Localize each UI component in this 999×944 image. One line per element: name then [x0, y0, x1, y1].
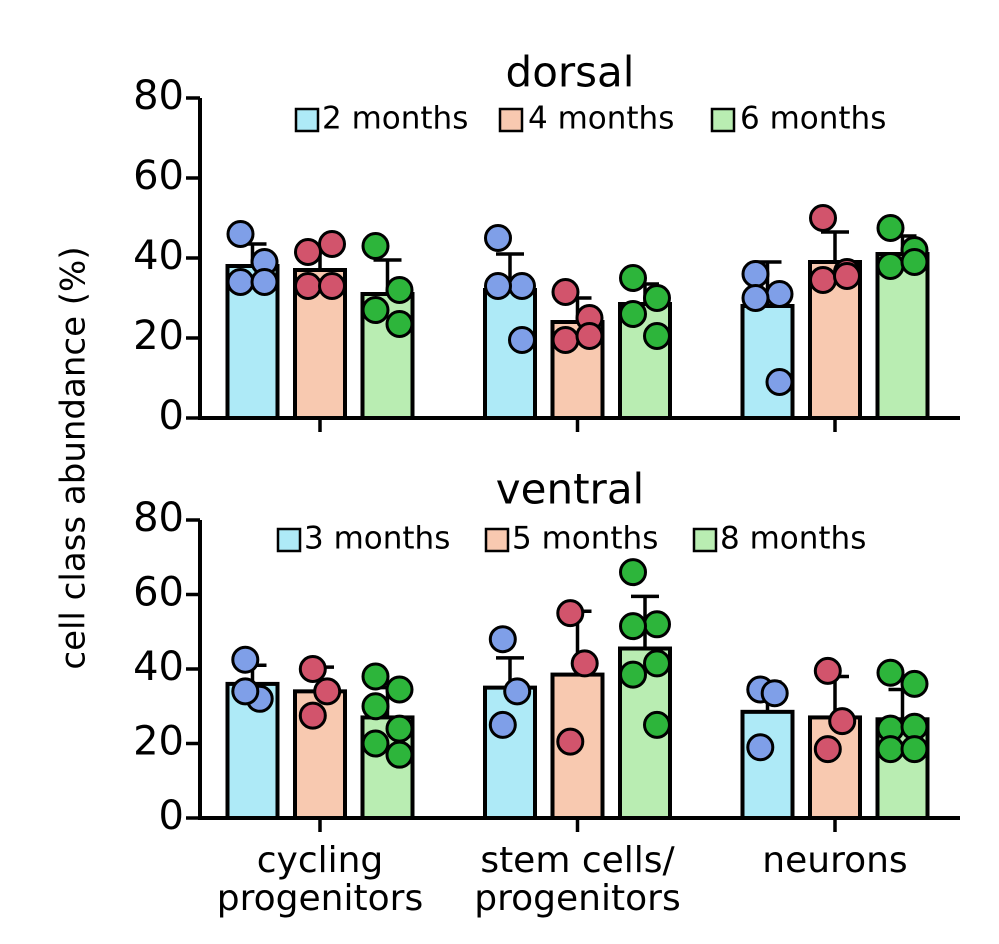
bar [740, 709, 795, 821]
data-point [361, 232, 390, 260]
data-point [900, 248, 929, 276]
data-point [765, 280, 794, 308]
data-point [361, 662, 390, 691]
panel-title: ventral [496, 465, 644, 514]
data-point [361, 729, 390, 758]
y-tick-label: 20 [133, 313, 184, 359]
data-point [570, 649, 599, 678]
bar [483, 288, 537, 420]
x-tick-label: cycling progenitors [217, 840, 423, 919]
y-tick-label: 0 [159, 393, 184, 439]
data-point [643, 649, 671, 678]
data-point [231, 645, 260, 674]
data-point [556, 727, 585, 756]
legend-label: 2 months [322, 101, 468, 137]
data-point [828, 707, 857, 736]
data-point [385, 276, 414, 304]
data-point [361, 692, 390, 721]
legend-label: 5 months [512, 521, 658, 557]
data-point [619, 300, 647, 328]
y-tick-label: 20 [133, 719, 184, 765]
legend-swatch [692, 527, 718, 553]
bar [740, 304, 795, 420]
data-point [294, 272, 322, 300]
data-point [385, 675, 414, 704]
data-point [488, 625, 517, 654]
legend-swatch [710, 107, 736, 133]
panel-title: dorsal [506, 48, 635, 97]
data-point [876, 658, 905, 687]
legend-label: 3 months [304, 521, 450, 557]
data-point [619, 558, 647, 587]
data-point [385, 714, 414, 743]
data-point [619, 612, 647, 641]
y-tick-label: 60 [133, 570, 184, 616]
y-tick-label: 40 [133, 233, 184, 279]
data-point [488, 710, 517, 739]
data-point [298, 701, 327, 730]
data-point [643, 610, 671, 639]
data-point [813, 656, 842, 685]
data-point [508, 326, 536, 354]
data-point [250, 268, 279, 296]
data-point [833, 262, 861, 290]
legend-swatch [294, 107, 320, 133]
data-point [318, 230, 346, 258]
data-point [876, 252, 905, 280]
data-point [503, 677, 532, 706]
data-point [226, 220, 255, 248]
data-point [741, 260, 770, 288]
data-point [313, 677, 342, 706]
y-tick-label: 60 [133, 153, 184, 199]
data-point [556, 599, 585, 628]
data-point [575, 322, 604, 350]
data-point [876, 214, 905, 242]
legend-label: 4 months [528, 101, 674, 137]
data-point [619, 660, 647, 689]
data-point [741, 284, 770, 312]
data-point [361, 296, 390, 324]
data-point [643, 710, 671, 739]
legend-label: 8 months [720, 521, 866, 557]
data-point [809, 266, 837, 294]
y-tick-label: 80 [133, 73, 184, 119]
data-point [619, 264, 647, 292]
data-point [484, 272, 512, 300]
data-point [298, 655, 327, 683]
data-point [226, 268, 255, 296]
legend-swatch [276, 527, 302, 553]
y-tick-label: 0 [159, 793, 184, 839]
y-tick-label: 40 [133, 644, 184, 690]
data-point [508, 272, 536, 300]
data-point [385, 310, 414, 338]
y-axis-label: cell class abundance (%) [54, 246, 94, 669]
data-point [813, 735, 842, 764]
data-point [900, 669, 929, 698]
data-point [765, 368, 794, 396]
x-tick-label: neurons [762, 840, 907, 881]
legend-label: 6 months [740, 101, 886, 137]
data-point [551, 326, 580, 354]
data-point [484, 224, 512, 252]
data-point [294, 238, 322, 266]
y-tick-label: 80 [133, 495, 184, 541]
data-point [760, 679, 789, 708]
data-point [876, 735, 905, 764]
data-point [318, 272, 346, 300]
data-point [809, 204, 837, 232]
legend-swatch [498, 107, 524, 133]
bar [483, 685, 537, 820]
legend-swatch [484, 527, 510, 553]
data-point [385, 740, 414, 769]
data-point [643, 322, 671, 350]
x-tick-label: stem cells/progenitors [474, 840, 680, 919]
data-point [746, 733, 775, 762]
data-point [231, 677, 260, 706]
data-point [643, 284, 671, 312]
data-point [551, 278, 580, 306]
data-point [900, 735, 929, 764]
